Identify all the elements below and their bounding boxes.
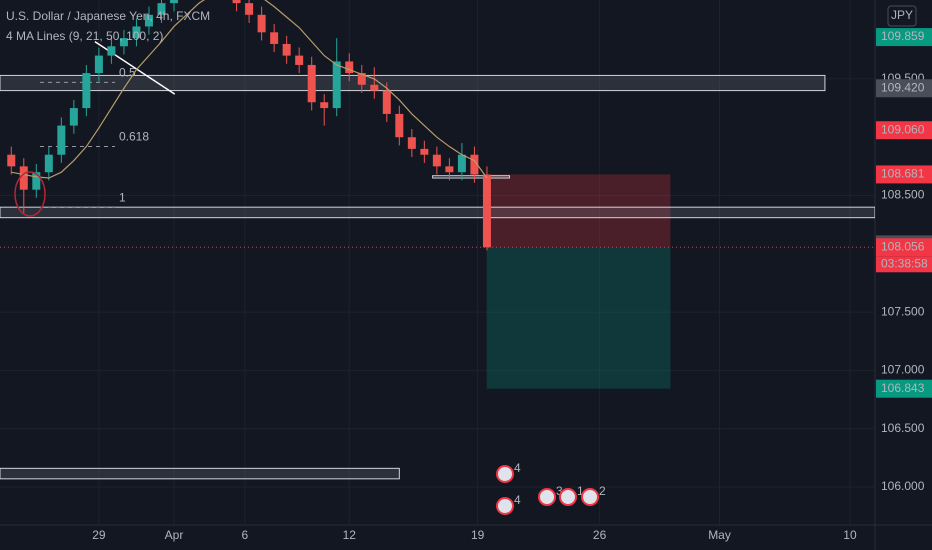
- event-badge[interactable]: 4: [496, 461, 521, 483]
- event-badge[interactable]: 3: [538, 484, 563, 506]
- price-label-box: [876, 121, 932, 140]
- chart-title: U.S. Dollar / Japanese Yen, 4h, FXCM: [6, 9, 210, 23]
- event-count: 3: [556, 484, 563, 498]
- countdown-box: [876, 256, 932, 273]
- event-icon: [559, 488, 577, 506]
- event-icon: [538, 488, 556, 506]
- highlight-ellipse: [14, 171, 46, 217]
- candle-body: [370, 84, 379, 91]
- price-label-box: [876, 28, 932, 47]
- candle-body: [245, 3, 254, 15]
- candle-body: [232, 0, 241, 4]
- candle-body: [94, 55, 103, 74]
- price-label: 106.843: [881, 381, 925, 395]
- price-label: 109.420: [881, 80, 925, 94]
- x-tick-label: May: [708, 528, 731, 542]
- price-label-box: [876, 165, 932, 184]
- candle-body: [407, 137, 416, 149]
- candle-body: [270, 32, 279, 44]
- candle-body: [420, 148, 429, 155]
- candle-body: [157, 3, 166, 15]
- price-label-box: [876, 79, 932, 98]
- event-icon: [581, 488, 599, 506]
- candle-body: [144, 14, 153, 27]
- candle-body: [332, 61, 341, 109]
- candle-body: [257, 14, 266, 33]
- candle-body: [382, 90, 391, 114]
- candle-body: [19, 166, 28, 190]
- y-tick-label: 107.000: [881, 363, 925, 377]
- candle-body: [282, 43, 291, 56]
- event-count: 4: [514, 493, 521, 507]
- target-zone: [486, 247, 671, 389]
- y-tick-label: 108.500: [881, 188, 925, 202]
- event-badge[interactable]: 4: [496, 493, 521, 515]
- zone-rectangle: [0, 74, 826, 92]
- zone-rectangle: [0, 206, 875, 219]
- zone-rectangle: [0, 467, 400, 480]
- fib-label: 1: [119, 190, 126, 204]
- candle-body: [395, 113, 404, 138]
- currency-badge[interactable]: [887, 5, 917, 27]
- x-tick-label: 12: [343, 528, 357, 542]
- candle-body: [445, 166, 454, 173]
- event-badge[interactable]: 2: [581, 484, 606, 506]
- countdown: 03:38:58: [881, 256, 928, 270]
- price-label: 109.060: [881, 122, 925, 136]
- x-tick-label: 26: [593, 528, 607, 542]
- candle-body: [470, 154, 479, 175]
- event-count: 4: [514, 461, 521, 475]
- candle-body: [457, 154, 466, 173]
- candle-body: [107, 46, 116, 56]
- price-label: 108.056: [881, 239, 925, 253]
- event-badge[interactable]: 1: [559, 484, 584, 506]
- candle-body: [482, 174, 491, 248]
- candle-body: [119, 38, 128, 47]
- event-count: 1: [577, 484, 584, 498]
- y-tick-label: 107.500: [881, 304, 925, 318]
- candle-body: [7, 154, 16, 167]
- x-tick-label: 19: [471, 528, 485, 542]
- x-tick-label: 10: [843, 528, 857, 542]
- candle-body: [345, 61, 354, 74]
- candle-body: [169, 0, 178, 4]
- fib-label: 0.618: [119, 130, 149, 144]
- price-label-box: [876, 238, 932, 257]
- candle-body: [82, 73, 91, 109]
- x-tick-label: 6: [242, 528, 249, 542]
- currency-label: JPY: [891, 8, 913, 22]
- y-tick-label: 106.500: [881, 421, 925, 435]
- y-tick-label: 106.000: [881, 479, 925, 493]
- x-tick-label: Apr: [165, 528, 184, 542]
- candle-body: [295, 55, 304, 65]
- candle-body: [57, 125, 66, 155]
- candle-body: [69, 108, 78, 126]
- candle-body: [32, 172, 41, 190]
- stop-zone: [486, 174, 671, 248]
- candle-body: [320, 102, 329, 109]
- candle-body: [132, 26, 141, 39]
- event-count: 2: [599, 484, 606, 498]
- price-label: 108.681: [881, 167, 925, 181]
- indicator-label: 4 MA Lines (9, 21, 50, 100, 2): [6, 29, 163, 43]
- price-label: 109.859: [881, 29, 925, 43]
- candle-body: [432, 154, 441, 167]
- candle-body: [357, 73, 366, 85]
- x-tick-label: 29: [92, 528, 106, 542]
- price-label-box: [876, 379, 932, 398]
- ma-line: [11, 0, 488, 179]
- zone-rectangle: [432, 175, 510, 179]
- event-icon: [496, 465, 514, 483]
- candle-body: [44, 154, 53, 173]
- event-icon: [496, 497, 514, 515]
- candle-body: [307, 64, 316, 103]
